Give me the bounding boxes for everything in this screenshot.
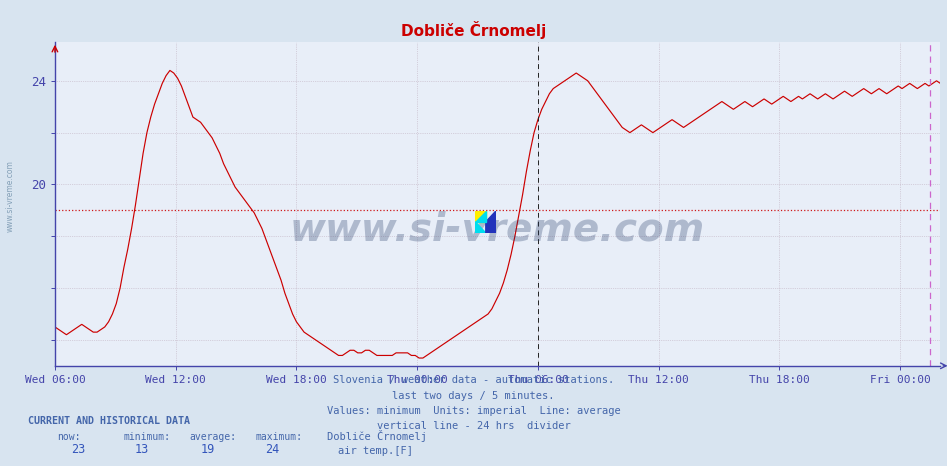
Text: 23: 23: [71, 443, 85, 456]
Text: minimum:: minimum:: [123, 432, 170, 442]
Text: Dobliče Črnomelj: Dobliče Črnomelj: [327, 430, 427, 442]
Text: maximum:: maximum:: [256, 432, 303, 442]
Text: 24: 24: [265, 443, 279, 456]
Bar: [475, 211, 486, 222]
Text: CURRENT AND HISTORICAL DATA: CURRENT AND HISTORICAL DATA: [28, 417, 190, 426]
Text: 13: 13: [134, 443, 149, 456]
Polygon shape: [486, 211, 496, 233]
Polygon shape: [475, 211, 486, 222]
Text: air temp.[F]: air temp.[F]: [338, 446, 413, 456]
Text: Slovenia / weather data - automatic stations.: Slovenia / weather data - automatic stat…: [333, 375, 614, 385]
Text: average:: average:: [189, 432, 237, 442]
Text: last two days / 5 minutes.: last two days / 5 minutes.: [392, 391, 555, 400]
Text: 19: 19: [201, 443, 215, 456]
Polygon shape: [475, 222, 486, 233]
Text: Values: minimum  Units: imperial  Line: average: Values: minimum Units: imperial Line: av…: [327, 406, 620, 416]
Text: Dobliče Črnomelj: Dobliče Črnomelj: [401, 21, 546, 39]
Text: now:: now:: [57, 432, 80, 442]
Text: www.si-vreme.com: www.si-vreme.com: [290, 211, 706, 249]
Text: vertical line - 24 hrs  divider: vertical line - 24 hrs divider: [377, 421, 570, 431]
Text: www.si-vreme.com: www.si-vreme.com: [6, 160, 15, 232]
